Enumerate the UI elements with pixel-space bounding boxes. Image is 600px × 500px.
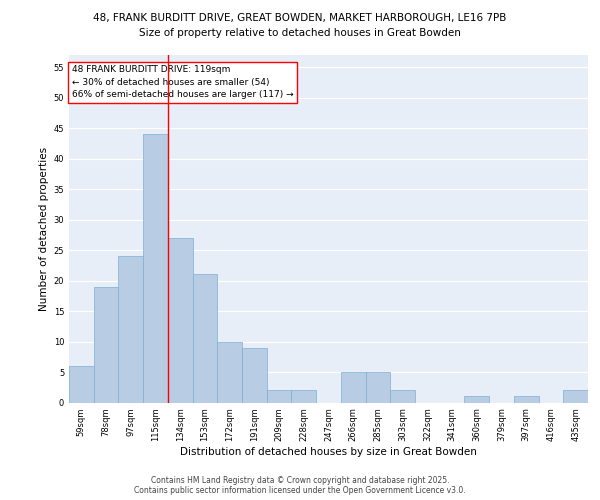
Bar	[365, 372, 390, 402]
Text: Size of property relative to detached houses in Great Bowden: Size of property relative to detached ho…	[139, 28, 461, 38]
Bar	[292, 390, 316, 402]
Bar	[341, 372, 365, 402]
Y-axis label: Number of detached properties: Number of detached properties	[40, 146, 49, 311]
Text: 48 FRANK BURDITT DRIVE: 119sqm
← 30% of detached houses are smaller (54)
66% of : 48 FRANK BURDITT DRIVE: 119sqm ← 30% of …	[71, 66, 293, 100]
Bar	[94, 286, 118, 403]
Bar	[514, 396, 539, 402]
Bar	[267, 390, 292, 402]
Bar	[242, 348, 267, 403]
Bar	[193, 274, 217, 402]
Bar	[118, 256, 143, 402]
Bar	[563, 390, 588, 402]
Bar	[168, 238, 193, 402]
Bar	[464, 396, 489, 402]
Bar	[143, 134, 168, 402]
Text: Contains HM Land Registry data © Crown copyright and database right 2025.
Contai: Contains HM Land Registry data © Crown c…	[134, 476, 466, 495]
Bar	[217, 342, 242, 402]
X-axis label: Distribution of detached houses by size in Great Bowden: Distribution of detached houses by size …	[180, 447, 477, 457]
Bar	[390, 390, 415, 402]
Bar	[69, 366, 94, 403]
Text: 48, FRANK BURDITT DRIVE, GREAT BOWDEN, MARKET HARBOROUGH, LE16 7PB: 48, FRANK BURDITT DRIVE, GREAT BOWDEN, M…	[94, 12, 506, 22]
